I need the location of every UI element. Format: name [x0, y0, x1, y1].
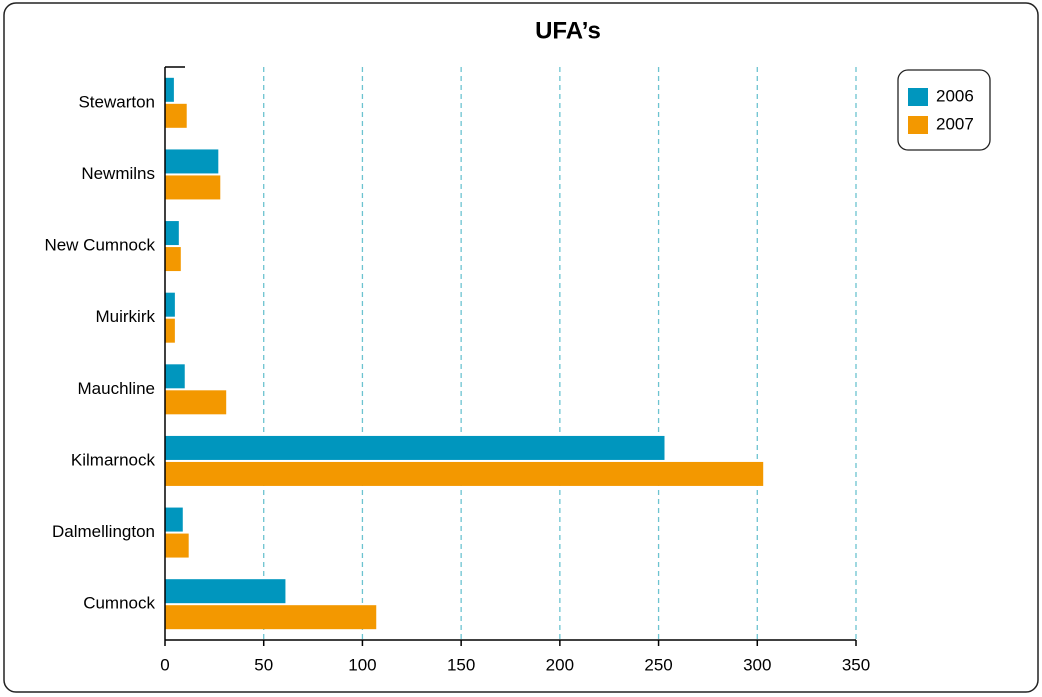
legend-label: 2007 — [936, 114, 974, 133]
bar — [165, 77, 174, 102]
x-tick-label: 150 — [447, 655, 475, 674]
legend-label: 2006 — [936, 86, 974, 105]
x-tick-label: 200 — [546, 655, 574, 674]
y-tick-label: Kilmarnock — [71, 450, 156, 469]
bar — [165, 390, 227, 415]
frame — [3, 2, 1039, 693]
bar — [165, 364, 185, 389]
bar — [165, 507, 183, 532]
y-tick-label: Newmilns — [81, 164, 155, 183]
x-tick-label: 350 — [842, 655, 870, 674]
y-tick-label: Mauchline — [78, 379, 156, 398]
bar — [165, 103, 187, 128]
y-tick-label: Dalmellington — [52, 522, 155, 541]
bar — [165, 605, 377, 630]
x-tick-label: 50 — [254, 655, 273, 674]
legend-box — [897, 69, 991, 151]
bar — [165, 247, 181, 272]
y-tick-label: Cumnock — [83, 594, 155, 613]
y-tick-label: Stewarton — [78, 92, 155, 111]
legend-swatch — [908, 88, 928, 106]
bar — [165, 435, 665, 460]
bar — [165, 221, 179, 246]
x-tick-label: 100 — [348, 655, 376, 674]
bar — [165, 579, 286, 604]
y-tick-label: Muirkirk — [96, 307, 156, 326]
bar — [165, 149, 219, 174]
bar — [165, 292, 175, 317]
x-tick-label: 300 — [743, 655, 771, 674]
legend-swatch — [908, 116, 928, 134]
bar — [165, 175, 221, 200]
x-tick-label: 0 — [160, 655, 169, 674]
y-tick-label: New Cumnock — [44, 236, 155, 255]
bar — [165, 318, 175, 343]
bar — [165, 461, 764, 486]
x-tick-label: 250 — [644, 655, 672, 674]
bar — [165, 533, 189, 558]
chart-title: UFA’s — [535, 17, 601, 44]
